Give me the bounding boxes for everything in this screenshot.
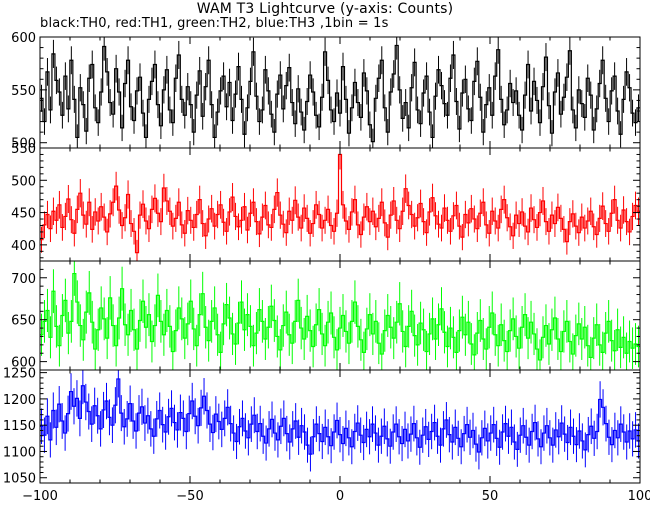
panel-th2: 600 650 700	[11, 260, 641, 371]
series-th2	[40, 261, 640, 370]
y-tick-label: 600	[11, 31, 36, 46]
x-tick-label: 50	[482, 489, 499, 504]
y-tick-label: 1050	[3, 472, 36, 487]
y-tick-label: 500	[11, 137, 36, 152]
x-tick-label: 0	[336, 489, 344, 504]
chart-title: WAM T3 Lightcurve (y-axis: Counts)	[196, 1, 454, 17]
step-line	[40, 378, 640, 455]
y-tick-label: 1100	[3, 446, 36, 461]
y-tick-label: 550	[11, 84, 36, 99]
x-tick-label: −50	[176, 489, 203, 504]
panel-th0: 500 550 600	[11, 31, 641, 152]
series-th1	[40, 148, 640, 261]
series-th0	[40, 37, 640, 148]
y-tick-label: 450	[11, 207, 36, 222]
y-tick-label: 700	[11, 272, 36, 287]
y-tick-label: 500	[11, 174, 36, 189]
y-tick-label: 600	[11, 356, 36, 371]
y-tick-label: 1250	[3, 367, 36, 382]
x-tick-label: 100	[628, 489, 650, 504]
panel-th3: 1050 1100 1150 1200 1250	[3, 367, 641, 487]
step-line	[40, 272, 640, 361]
y-tick-label: 550	[11, 142, 36, 157]
y-tick-label: 650	[11, 314, 36, 329]
series-th3	[40, 370, 640, 472]
step-line	[40, 44, 640, 143]
panel-th1: 400 450 500 550	[11, 142, 641, 262]
x-tick-label: −100	[22, 489, 58, 504]
y-tick-label: 1200	[3, 393, 36, 408]
chart-subtitle: black:TH0, red:TH1, green:TH2, blue:TH3 …	[40, 16, 389, 31]
y-tick-label: 400	[11, 239, 36, 254]
y-tick-label: 1150	[3, 419, 36, 434]
